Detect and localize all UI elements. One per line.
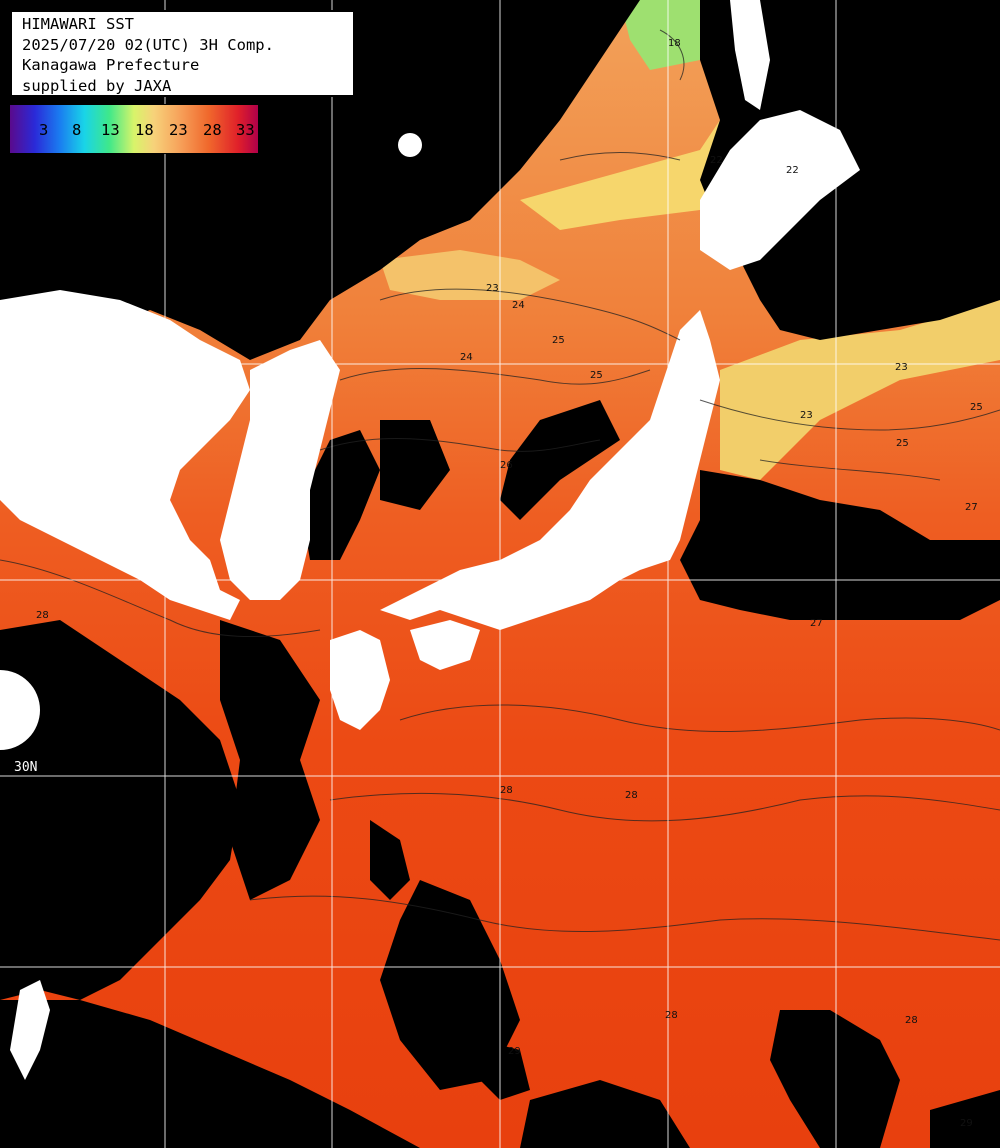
sakhalin (730, 0, 770, 110)
credit-label: supplied by JAXA (22, 76, 172, 95)
colorbar-tick: 18 (135, 121, 154, 139)
latitude-label-30n: 30N (14, 760, 38, 775)
colorbar-tick: 23 (169, 121, 188, 139)
colorbar-tick: 8 (72, 121, 82, 139)
title-box: HIMAWARI SST 2025/07/20 02(UTC) 3H Comp.… (10, 10, 355, 97)
timestamp: 2025/07/20 02(UTC) 3H Comp. (22, 35, 274, 54)
cold-sea-east (720, 300, 1000, 480)
korean-peninsula (220, 340, 340, 600)
latitude-label-40n: 40N (14, 354, 38, 369)
honshu (380, 310, 720, 630)
colorbar-tick: 3 (39, 121, 49, 139)
asia-mainland (0, 290, 250, 620)
cold-sea-korea (380, 250, 560, 300)
contour-layer (0, 29, 1000, 941)
kyushu (330, 630, 390, 730)
region-label: Kanagawa Prefecture (22, 56, 200, 74)
hokkaido (700, 110, 860, 270)
shikoku (410, 620, 480, 670)
cold-sea-hokkaido (620, 0, 700, 70)
taiwan (10, 980, 50, 1080)
colorbar-tick: 28 (203, 121, 222, 139)
product-title: HIMAWARI SST (22, 15, 134, 33)
colorbar-tick: 33 (236, 121, 255, 139)
temperature-colorbar: 3 8 13 18 23 28 33 (9, 104, 259, 154)
colorbar-tick: 13 (101, 121, 120, 139)
land-layer (0, 0, 860, 1080)
